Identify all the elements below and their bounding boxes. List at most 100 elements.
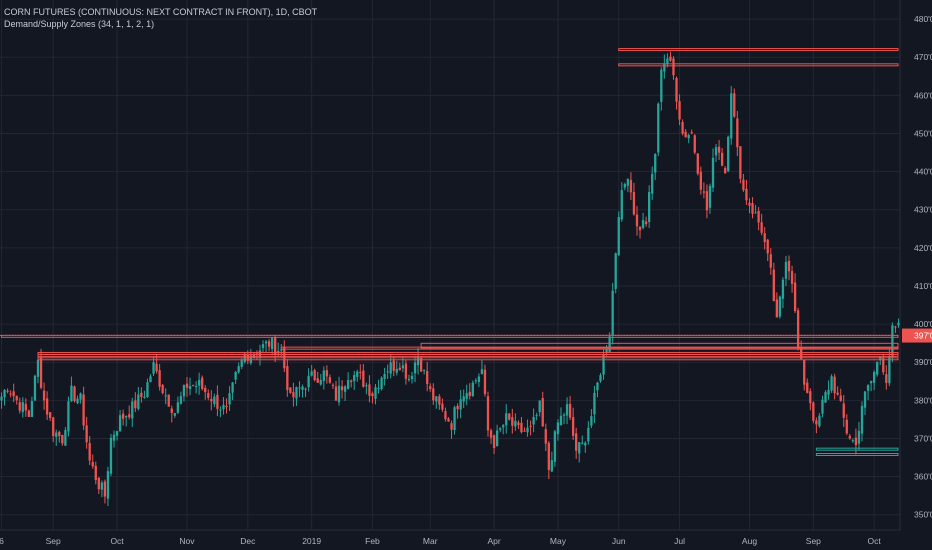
candle-down[interactable] bbox=[362, 370, 365, 387]
candle-down[interactable] bbox=[88, 443, 91, 461]
candle-down[interactable] bbox=[444, 411, 447, 420]
candle-down[interactable] bbox=[39, 357, 43, 388]
candle-up[interactable] bbox=[584, 442, 587, 446]
candle-up[interactable] bbox=[559, 415, 563, 426]
candle-down[interactable] bbox=[800, 348, 803, 359]
candle-down[interactable] bbox=[216, 394, 219, 409]
candle-up[interactable] bbox=[249, 355, 252, 364]
candle-down[interactable] bbox=[839, 395, 842, 401]
candle-up[interactable] bbox=[532, 416, 535, 425]
candle-down[interactable] bbox=[42, 390, 46, 401]
candle-down[interactable] bbox=[523, 430, 526, 432]
candle-down[interactable] bbox=[15, 395, 18, 401]
candle-up[interactable] bbox=[374, 387, 377, 399]
candle-up[interactable] bbox=[824, 392, 827, 403]
candle-down[interactable] bbox=[225, 406, 228, 408]
candle-up[interactable] bbox=[237, 366, 240, 373]
candle-down[interactable] bbox=[684, 131, 687, 138]
candle-up[interactable] bbox=[711, 157, 715, 188]
candle-up[interactable] bbox=[194, 386, 198, 388]
candle-up[interactable] bbox=[617, 217, 620, 256]
candle-down[interactable] bbox=[85, 425, 88, 443]
candle-down[interactable] bbox=[678, 101, 681, 120]
candle-up[interactable] bbox=[182, 384, 186, 397]
candle-up[interactable] bbox=[605, 349, 608, 353]
candle-down[interactable] bbox=[796, 310, 800, 350]
candle-down[interactable] bbox=[760, 222, 763, 233]
candle-down[interactable] bbox=[748, 202, 751, 206]
candle-down[interactable] bbox=[644, 221, 648, 225]
candle-down[interactable] bbox=[769, 254, 772, 268]
candle-up[interactable] bbox=[851, 440, 855, 442]
candle-down[interactable] bbox=[158, 370, 161, 387]
candle-up[interactable] bbox=[149, 376, 152, 383]
candle-up[interactable] bbox=[827, 389, 830, 395]
candle-up[interactable] bbox=[228, 393, 231, 405]
candle-up[interactable] bbox=[526, 427, 529, 433]
candle-down[interactable] bbox=[274, 337, 277, 355]
candle-down[interactable] bbox=[128, 414, 131, 418]
candle-up[interactable] bbox=[198, 379, 201, 386]
candle-down[interactable] bbox=[812, 402, 815, 421]
candle-up[interactable] bbox=[67, 401, 70, 432]
candle-down[interactable] bbox=[331, 384, 335, 386]
candle-down[interactable] bbox=[9, 393, 12, 395]
candle-down[interactable] bbox=[766, 239, 769, 254]
candle-up[interactable] bbox=[480, 369, 484, 375]
candle-up[interactable] bbox=[599, 375, 602, 382]
supply-zone[interactable] bbox=[37, 357, 899, 361]
candle-up[interactable] bbox=[611, 290, 614, 336]
candle-up[interactable] bbox=[179, 396, 183, 404]
candle-up[interactable] bbox=[754, 212, 757, 214]
candle-down[interactable] bbox=[18, 402, 21, 411]
candle-down[interactable] bbox=[547, 442, 550, 470]
candle-down[interactable] bbox=[544, 429, 547, 444]
candle-up[interactable] bbox=[416, 355, 420, 366]
candle-down[interactable] bbox=[292, 392, 295, 398]
candle-up[interactable] bbox=[410, 375, 414, 380]
candle-down[interactable] bbox=[775, 299, 779, 318]
candle-down[interactable] bbox=[529, 425, 532, 427]
candle-down[interactable] bbox=[511, 417, 514, 426]
candle-up[interactable] bbox=[346, 380, 350, 389]
candle-up[interactable] bbox=[514, 420, 517, 427]
candle-down[interactable] bbox=[45, 398, 49, 415]
candle-down[interactable] bbox=[185, 383, 189, 388]
candle-up[interactable] bbox=[581, 442, 584, 444]
candle-up[interactable] bbox=[322, 370, 325, 381]
candle-up[interactable] bbox=[641, 220, 645, 228]
candle-up[interactable] bbox=[863, 391, 867, 408]
candle-up[interactable] bbox=[137, 394, 140, 409]
candle-up[interactable] bbox=[264, 341, 268, 344]
candle-down[interactable] bbox=[286, 366, 289, 391]
candle-down[interactable] bbox=[717, 146, 721, 153]
candle-up[interactable] bbox=[687, 134, 690, 139]
candle-down[interactable] bbox=[705, 191, 709, 211]
candle-down[interactable] bbox=[742, 179, 745, 191]
candle-up[interactable] bbox=[550, 460, 554, 472]
candle-down[interactable] bbox=[58, 431, 61, 437]
candle-down[interactable] bbox=[751, 203, 754, 214]
candle-down[interactable] bbox=[681, 121, 684, 134]
candle-up[interactable] bbox=[407, 378, 411, 381]
candle-down[interactable] bbox=[371, 393, 374, 397]
candle-up[interactable] bbox=[176, 402, 180, 413]
candle-up[interactable] bbox=[891, 325, 894, 358]
supply-zone[interactable] bbox=[280, 346, 899, 350]
candle-up[interactable] bbox=[587, 427, 590, 442]
candle-up[interactable] bbox=[648, 192, 651, 222]
candle-down[interactable] bbox=[815, 420, 818, 425]
candle-down[interactable] bbox=[468, 391, 471, 397]
candle-down[interactable] bbox=[638, 226, 642, 231]
candle-down[interactable] bbox=[334, 386, 338, 401]
candle-up[interactable] bbox=[383, 373, 386, 379]
candle-up[interactable] bbox=[888, 356, 891, 384]
candle-up[interactable] bbox=[869, 380, 873, 384]
candle-down[interactable] bbox=[675, 78, 678, 102]
candle-down[interactable] bbox=[629, 179, 633, 193]
candle-down[interactable] bbox=[450, 423, 453, 430]
candle-up[interactable] bbox=[593, 392, 596, 415]
candle-up[interactable] bbox=[730, 93, 733, 139]
candle-down[interactable] bbox=[809, 391, 812, 404]
